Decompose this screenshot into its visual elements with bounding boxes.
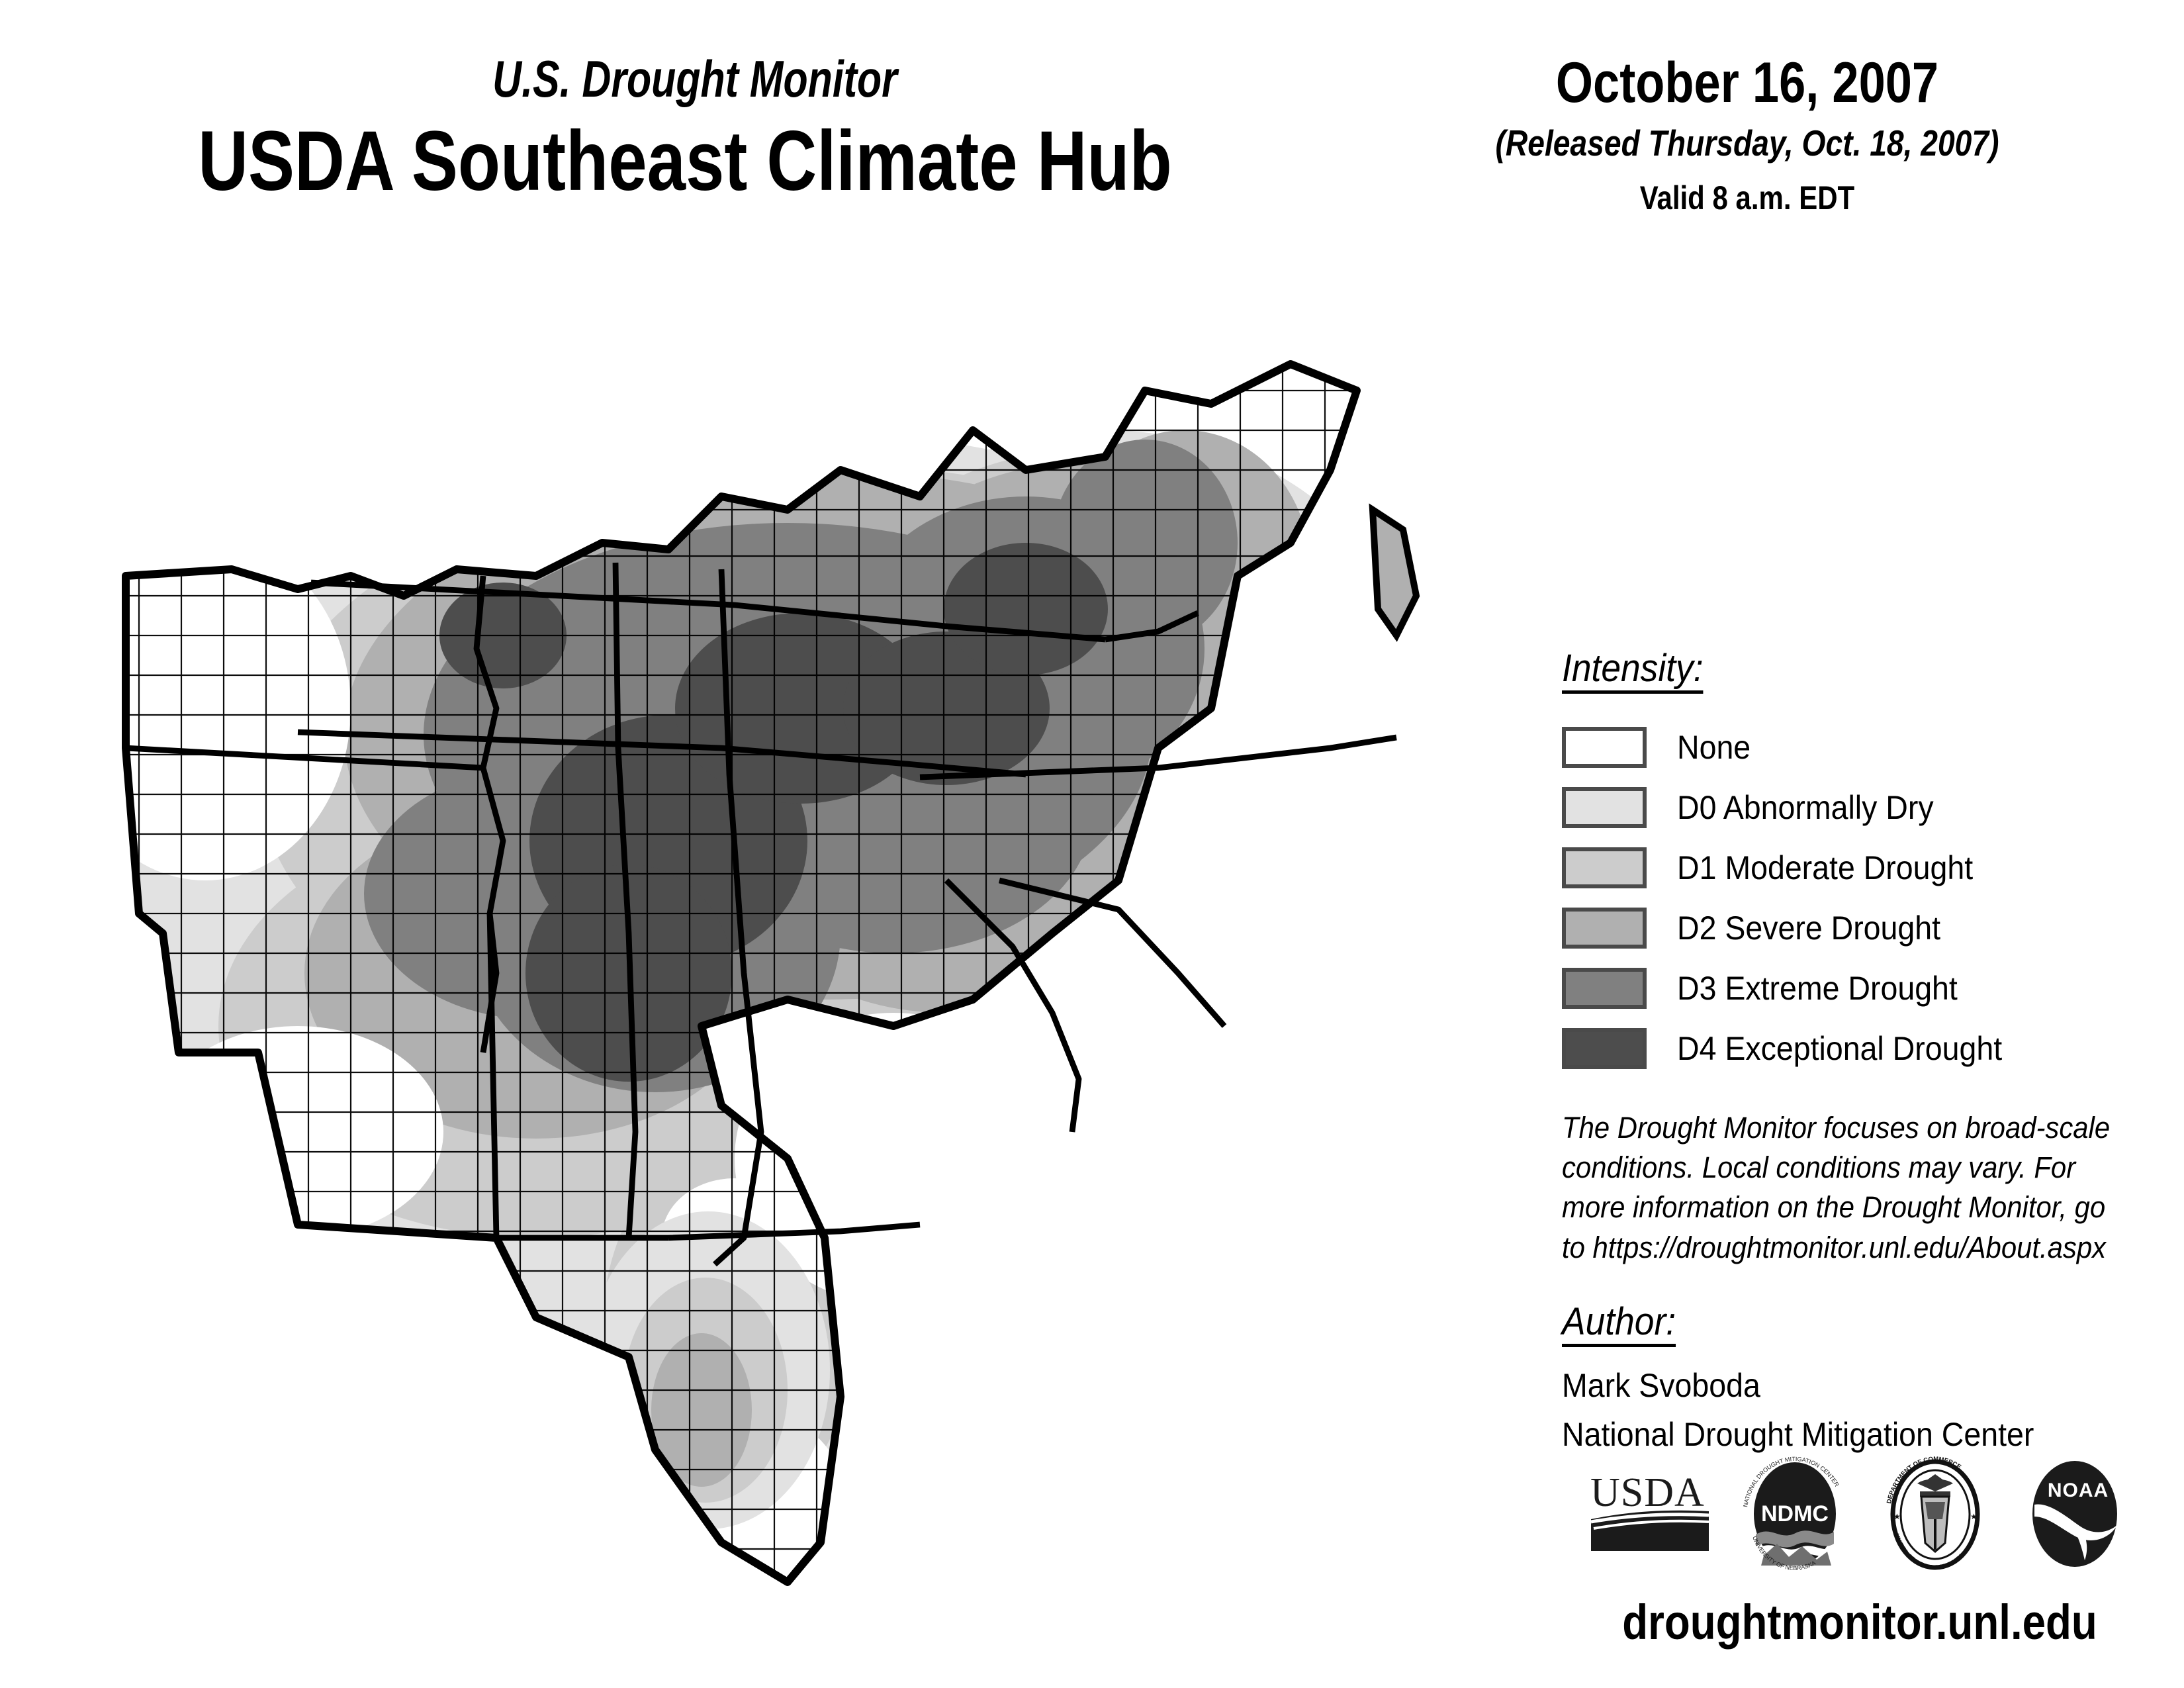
svg-text:USDA: USDA <box>1590 1470 1705 1515</box>
legend-item-d1[interactable]: D1 Moderate Drought <box>1562 838 2158 898</box>
released-date: (Released Thursday, Oct. 18, 2007) <box>1495 122 1999 164</box>
legend-label-none: None <box>1677 729 1751 767</box>
svg-text:★: ★ <box>1893 1512 1901 1521</box>
svg-text:★: ★ <box>1970 1512 1978 1521</box>
legend-swatch-d0 <box>1562 787 1647 829</box>
legend-label-d2: D2 Severe Drought <box>1677 910 1941 947</box>
noaa-logo: NOAA <box>2019 1456 2131 1577</box>
svg-text:NDMC: NDMC <box>1761 1501 1829 1526</box>
date-block: October 16, 2007 (Released Thursday, Oct… <box>1377 53 2118 217</box>
site-url[interactable]: droughtmonitor.unl.edu <box>1622 1595 2097 1650</box>
legend-label-d1: D1 Moderate Drought <box>1677 849 1974 887</box>
region-outline <box>122 360 1420 1586</box>
legend-panel: Intensity: None D0 Abnormally Dry D1 Mod… <box>1562 648 2158 1628</box>
doc-seal-logo: DEPARTMENT OF COMMERCE UNITED STATES OF … <box>1879 1455 1991 1577</box>
legend-label-d4: D4 Exceptional Drought <box>1677 1030 2003 1068</box>
author-name: Mark Svoboda <box>1562 1366 1760 1404</box>
legend-items: None D0 Abnormally Dry D1 Moderate Droug… <box>1562 718 2158 1079</box>
author-affiliation: National Drought Mitigation Center <box>1562 1415 2034 1453</box>
florida-drought-patch <box>586 1211 830 1529</box>
legend-item-d4[interactable]: D4 Exceptional Drought <box>1562 1019 2158 1079</box>
legend-item-d2[interactable]: D2 Severe Drought <box>1562 898 2158 959</box>
legend-swatch-d2 <box>1562 908 1647 949</box>
legend-swatch-none <box>1562 727 1647 769</box>
legend-swatch-d1 <box>1562 847 1647 889</box>
ndmc-logo: NDMC NATIONAL DROUGHT MITIGATION CENTER … <box>1739 1456 1851 1575</box>
drought-map[interactable] <box>99 311 1542 1609</box>
map-svg <box>122 360 1420 1586</box>
author-title-wrap: Author: <box>1562 1268 2158 1347</box>
author-heading: Author: <box>1562 1301 1676 1347</box>
legend-swatch-d4 <box>1562 1028 1647 1070</box>
valid-time: Valid 8 a.m. EDT <box>1639 179 1855 217</box>
header: U.S. Drought Monitor USDA Southeast Clim… <box>0 0 2184 278</box>
program-title: U.S. Drought Monitor <box>492 50 897 108</box>
svg-text:NOAA: NOAA <box>2048 1479 2109 1501</box>
valid-date: October 16, 2007 <box>1555 51 1939 115</box>
legend-label-d0: D0 Abnormally Dry <box>1677 789 1934 827</box>
legend-item-d0[interactable]: D0 Abnormally Dry <box>1562 778 2158 838</box>
legend-item-d3[interactable]: D3 Extreme Drought <box>1562 959 2158 1019</box>
legend-item-none[interactable]: None <box>1562 718 2158 778</box>
logo-row: USDA NDMC NATIONAL DROUGHT MITIGATION CE… <box>1588 1450 2131 1582</box>
legend-title: Intensity: <box>1562 648 1704 694</box>
legend-swatch-d3 <box>1562 968 1647 1009</box>
page-title: USDA Southeast Climate Hub <box>198 114 1172 209</box>
disclaimer-text: The Drought Monitor focuses on broad-sca… <box>1562 1110 2111 1264</box>
usda-logo: USDA <box>1588 1465 1711 1568</box>
legend-title-wrap: Intensity: <box>1562 648 2158 694</box>
legend-label-d3: D3 Extreme Drought <box>1677 970 1958 1008</box>
